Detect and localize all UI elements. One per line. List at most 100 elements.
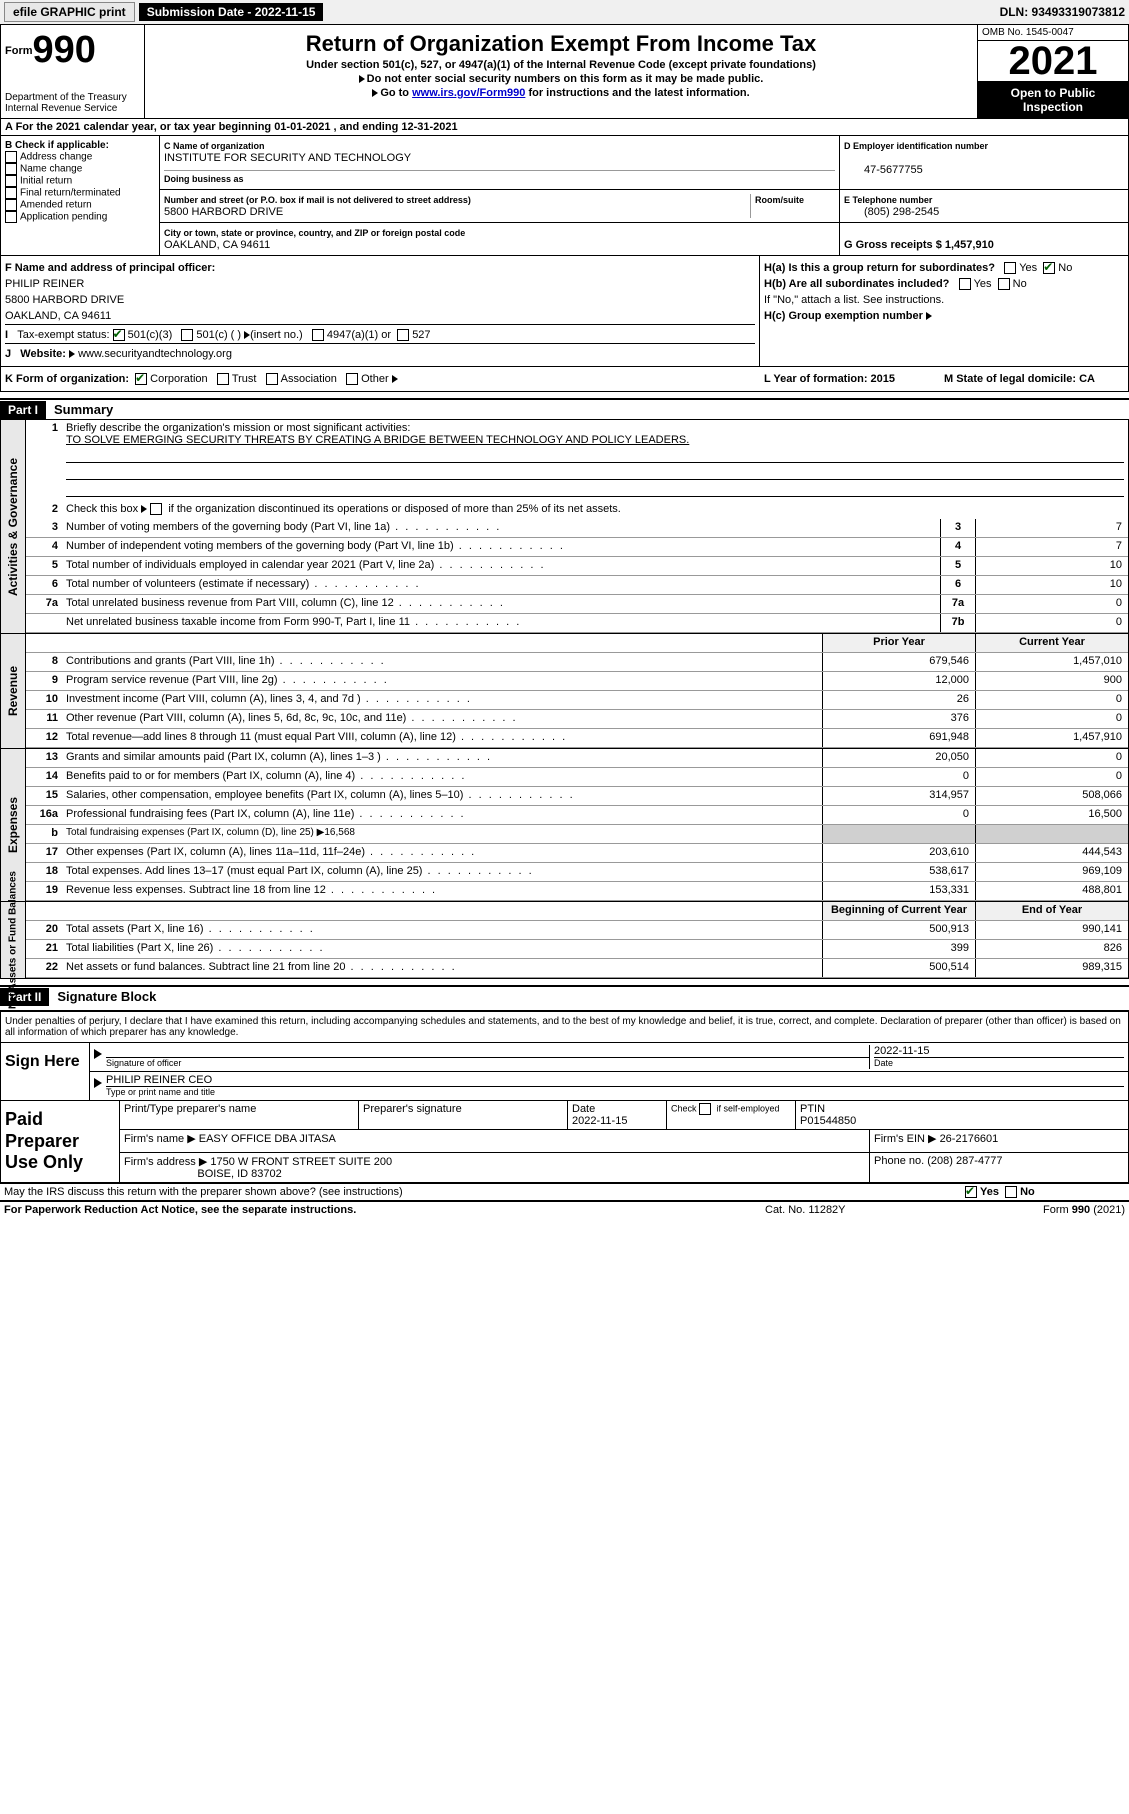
check-address-change[interactable]: Address change bbox=[5, 151, 155, 163]
form-990-title: Form990 bbox=[5, 29, 140, 72]
table-row: 20Total assets (Part X, line 16)500,9139… bbox=[26, 921, 1128, 940]
sign-here-label: Sign Here bbox=[1, 1043, 89, 1100]
org-name: INSTITUTE FOR SECURITY AND TECHNOLOGY bbox=[164, 152, 411, 164]
check-4947[interactable] bbox=[312, 329, 324, 341]
signature-section: Under penalties of perjury, I declare th… bbox=[0, 1010, 1129, 1183]
table-row: 17Other expenses (Part IX, column (A), l… bbox=[26, 844, 1128, 863]
vtab-net-assets: Net Assets or Fund Balances bbox=[1, 902, 26, 978]
check-501c3[interactable] bbox=[113, 329, 125, 341]
check-final-return[interactable]: Final return/terminated bbox=[5, 187, 155, 199]
part2-title-row: Part II Signature Block bbox=[0, 985, 1129, 1006]
check-amended-return[interactable]: Amended return bbox=[5, 199, 155, 211]
table-row: 5Total number of individuals employed in… bbox=[26, 557, 1128, 576]
discuss-yes[interactable] bbox=[965, 1186, 977, 1198]
dept-label: Department of the Treasury Internal Reve… bbox=[5, 92, 140, 114]
k-trust[interactable] bbox=[217, 373, 229, 385]
form-header: Form990 Department of the Treasury Inter… bbox=[0, 25, 1129, 119]
officer-addr2: OAKLAND, CA 94611 bbox=[5, 308, 755, 324]
ein: 47-5677755 bbox=[844, 164, 923, 176]
hb-note: If "No," attach a list. See instructions… bbox=[764, 292, 1124, 308]
part1-header: Part I bbox=[0, 401, 46, 419]
firm-addr-label: Firm's address ▶ bbox=[124, 1156, 207, 1168]
l-year-formation: L Year of formation: 2015 bbox=[764, 373, 944, 385]
phone: (805) 298-2545 bbox=[844, 206, 939, 218]
c-label: C Name of organization bbox=[164, 141, 265, 151]
irs-link[interactable]: www.irs.gov/Form990 bbox=[412, 87, 525, 99]
table-row: 22Net assets or fund balances. Subtract … bbox=[26, 959, 1128, 978]
city-label: City or town, state or province, country… bbox=[164, 228, 465, 238]
sig-name: PHILIP REINER CEO bbox=[106, 1074, 212, 1086]
prep-date: 2022-11-15 bbox=[572, 1115, 627, 1127]
paid-preparer-label: Paid Preparer Use Only bbox=[1, 1101, 119, 1182]
officer-addr1: 5800 HARBORD DRIVE bbox=[5, 292, 755, 308]
check-name-change[interactable]: Name change bbox=[5, 163, 155, 175]
expenses-block: Expenses 13Grants and similar amounts pa… bbox=[0, 749, 1129, 902]
table-row: 6Total number of volunteers (estimate if… bbox=[26, 576, 1128, 595]
hb-no[interactable] bbox=[998, 278, 1010, 290]
efile-print-button[interactable]: efile GRAPHIC print bbox=[4, 2, 135, 22]
self-employed-check[interactable] bbox=[699, 1103, 711, 1115]
ha-yes[interactable] bbox=[1004, 262, 1016, 274]
date-label: Date bbox=[874, 1057, 1124, 1068]
officer-name: PHILIP REINER bbox=[5, 276, 755, 292]
table-row: 7aTotal unrelated business revenue from … bbox=[26, 595, 1128, 614]
part1-title: Summary bbox=[46, 400, 121, 419]
k-corp[interactable] bbox=[135, 373, 147, 385]
submission-date: Submission Date - 2022-11-15 bbox=[139, 3, 324, 21]
col-prior: Prior Year bbox=[822, 634, 975, 652]
section-k: K Form of organization: Corporation Trus… bbox=[0, 367, 1129, 392]
line2-check[interactable] bbox=[150, 503, 162, 515]
form-label-block: Form990 Department of the Treasury Inter… bbox=[1, 25, 145, 118]
tri-icon bbox=[94, 1078, 102, 1088]
dln: DLN: 93493319073812 bbox=[1000, 5, 1125, 19]
discuss-no[interactable] bbox=[1005, 1186, 1017, 1198]
table-row: 4Number of independent voting members of… bbox=[26, 538, 1128, 557]
line2: Check this box if the organization disco… bbox=[62, 501, 1128, 519]
hc-label: H(c) Group exemption number bbox=[764, 310, 923, 322]
phone-label: Phone no. bbox=[874, 1155, 924, 1167]
check-527[interactable] bbox=[397, 329, 409, 341]
check-initial-return[interactable]: Initial return bbox=[5, 175, 155, 187]
form-title: Return of Organization Exempt From Incom… bbox=[153, 31, 969, 57]
table-row: bTotal fundraising expenses (Part IX, co… bbox=[26, 825, 1128, 844]
f-label: F Name and address of principal officer: bbox=[5, 262, 215, 274]
firm-ein-label: Firm's EIN ▶ bbox=[874, 1133, 937, 1145]
form-number: 990 bbox=[33, 29, 96, 71]
hb-yes[interactable] bbox=[959, 278, 971, 290]
firm-addr1: 1750 W FRONT STREET SUITE 200 bbox=[210, 1156, 392, 1168]
prep-phone: (208) 287-4777 bbox=[927, 1155, 1002, 1167]
check-application-pending[interactable]: Application pending bbox=[5, 211, 155, 223]
vtab-revenue: Revenue bbox=[1, 634, 26, 748]
part2-title: Signature Block bbox=[49, 987, 164, 1006]
k-assoc[interactable] bbox=[266, 373, 278, 385]
paid-preparer-block: Paid Preparer Use Only Print/Type prepar… bbox=[1, 1100, 1128, 1182]
tax-year: 2021 bbox=[978, 41, 1128, 82]
prep-self-employed: Check if self-employed bbox=[667, 1101, 796, 1129]
m-state-domicile: M State of legal domicile: CA bbox=[944, 373, 1124, 385]
open-to-public: Open to Public Inspection bbox=[978, 82, 1128, 118]
ha-no[interactable] bbox=[1043, 262, 1055, 274]
col-current: Current Year bbox=[975, 634, 1128, 652]
table-row: 19Revenue less expenses. Subtract line 1… bbox=[26, 882, 1128, 901]
net-assets-block: Net Assets or Fund Balances Beginning of… bbox=[0, 902, 1129, 979]
table-row: 16aProfessional fundraising fees (Part I… bbox=[26, 806, 1128, 825]
table-row: 14Benefits paid to or for members (Part … bbox=[26, 768, 1128, 787]
col-end: End of Year bbox=[975, 902, 1128, 920]
part1-title-row: Part I Summary bbox=[0, 398, 1129, 419]
table-row: 18Total expenses. Add lines 13–17 (must … bbox=[26, 863, 1128, 882]
tri-icon bbox=[94, 1049, 102, 1059]
line1-label: Briefly describe the organization's miss… bbox=[66, 422, 410, 434]
g-gross-receipts: G Gross receipts $ 1,457,910 bbox=[844, 239, 994, 251]
table-row: 21Total liabilities (Part X, line 26)399… bbox=[26, 940, 1128, 959]
table-row: 12Total revenue—add lines 8 through 11 (… bbox=[26, 729, 1128, 748]
prep-name-label: Print/Type preparer's name bbox=[124, 1103, 256, 1115]
sign-here-block: Sign Here Signature of officer 2022-11-1… bbox=[1, 1042, 1128, 1100]
footer-row: For Paperwork Reduction Act Notice, see … bbox=[0, 1200, 1129, 1218]
firm-addr2: BOISE, ID 83702 bbox=[197, 1168, 281, 1180]
firm-name: EASY OFFICE DBA JITASA bbox=[199, 1133, 336, 1145]
check-501c[interactable] bbox=[181, 329, 193, 341]
sig-date: 2022-11-15 bbox=[874, 1045, 929, 1057]
d-label: D Employer identification number bbox=[844, 141, 988, 151]
website: www.securityandtechnology.org bbox=[78, 348, 232, 360]
k-other[interactable] bbox=[346, 373, 358, 385]
